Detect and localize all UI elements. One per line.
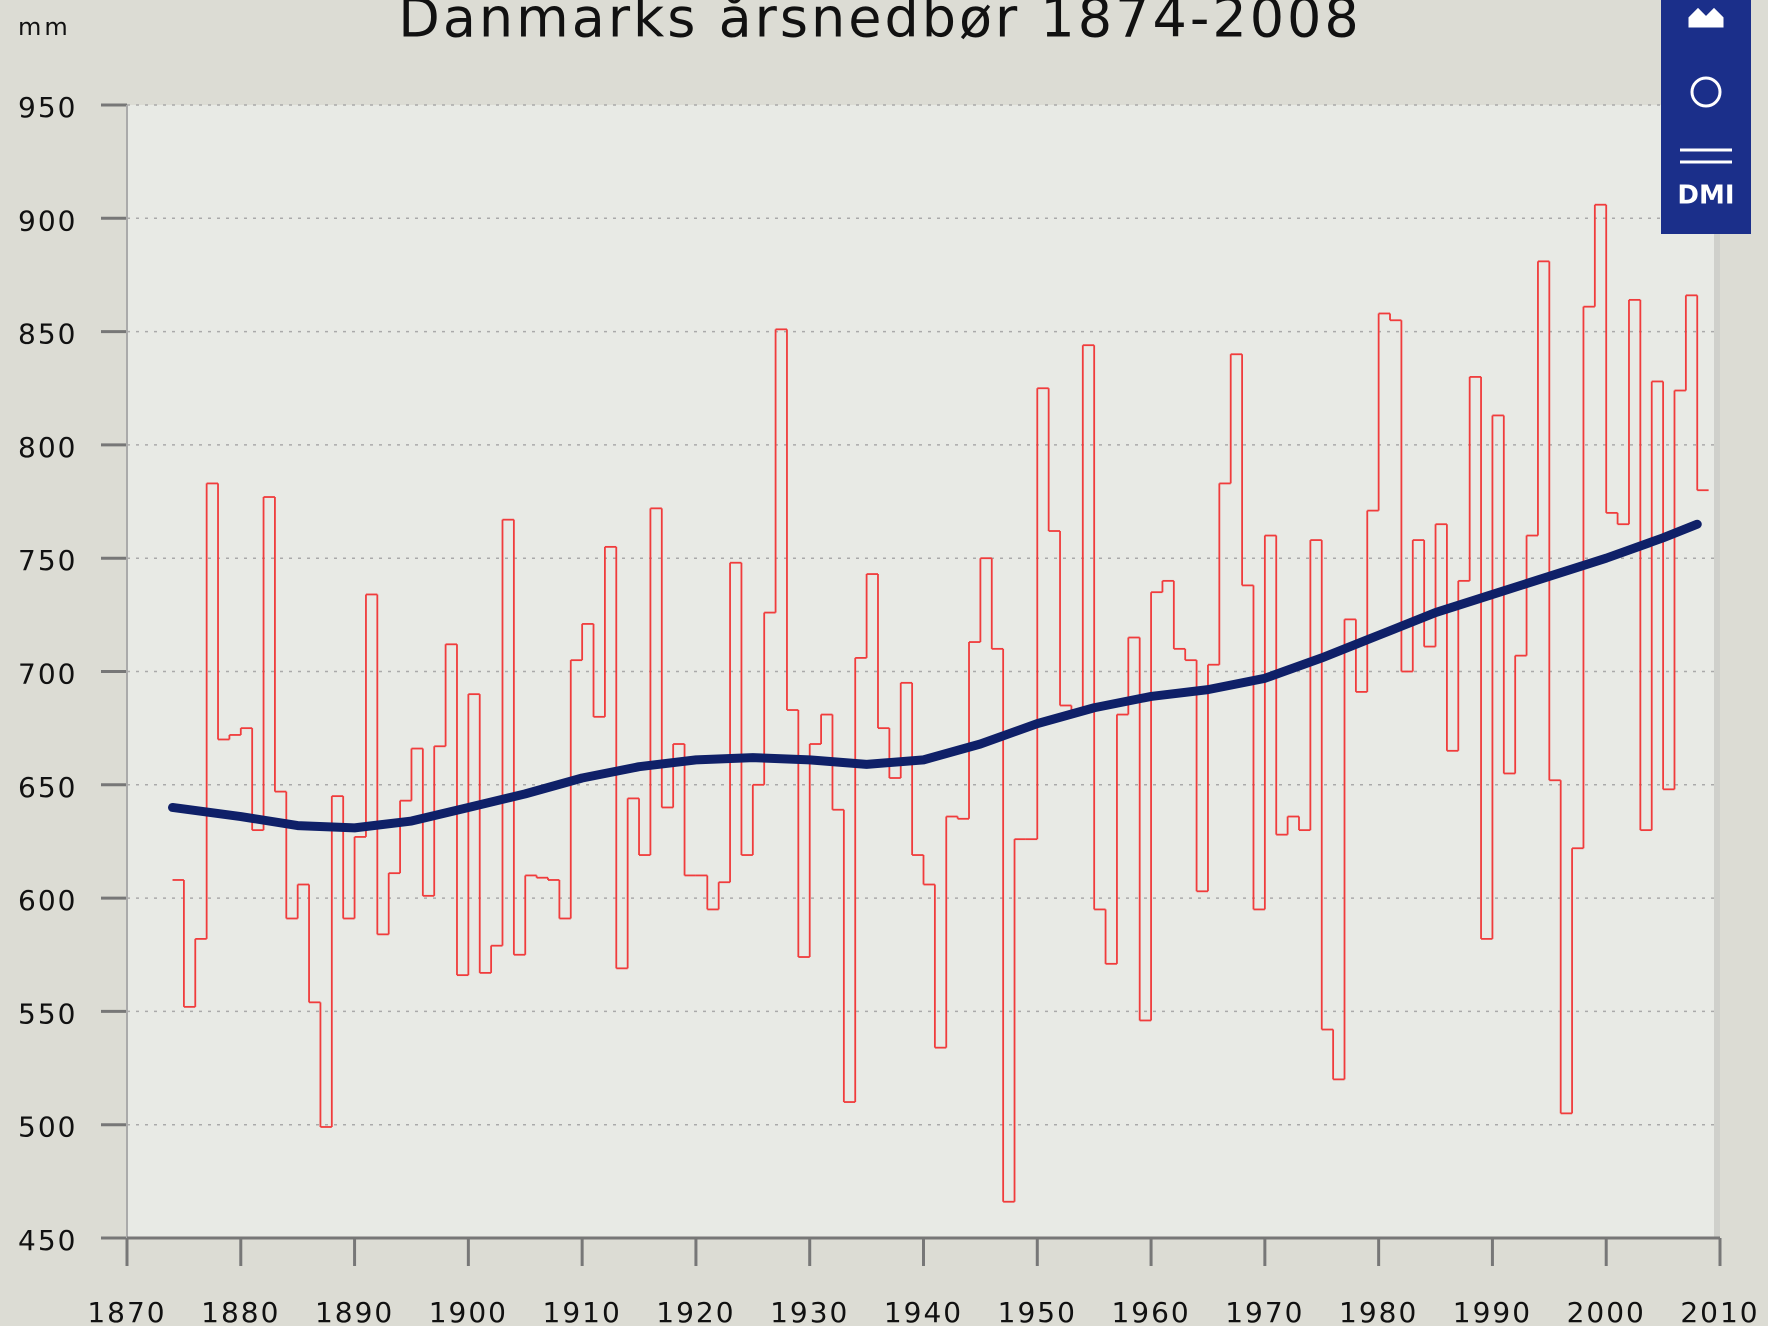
x-tick-label: 1940: [884, 1296, 963, 1326]
x-tick-label: 1880: [201, 1296, 280, 1326]
x-tick-label: 1900: [429, 1296, 508, 1326]
plot-edge: [1714, 105, 1720, 1238]
x-tick-label: 2010: [1680, 1296, 1759, 1326]
x-tick-label: 1910: [543, 1296, 622, 1326]
marks: 450 500 550 600 650 700 750 800 850 900 950 1870 188…: [18, 91, 1759, 1326]
y-tick-label: 500: [18, 1111, 77, 1144]
x-tick-label: 1920: [656, 1296, 735, 1326]
plot-area: [127, 105, 1720, 1238]
x-tick-label: 1990: [1453, 1296, 1532, 1326]
logo-icons: [1680, 7, 1732, 164]
x-tick-label: 1970: [1225, 1296, 1304, 1326]
y-tick-label: 950: [18, 91, 77, 124]
logo-sun: [1690, 76, 1722, 108]
trend-line: [168, 519, 1702, 833]
y-tick-label: 850: [18, 318, 77, 351]
y-tick-label: 600: [18, 884, 77, 917]
y-tick-label: 450: [18, 1224, 77, 1257]
x-tick-label: 1950: [998, 1296, 1077, 1326]
x-tick-label: 2000: [1567, 1296, 1646, 1326]
logo-text: DMI: [1677, 181, 1734, 211]
x-tick-label: 1930: [770, 1296, 849, 1326]
y-tick-label: 700: [18, 658, 77, 691]
x-tick-label: 1980: [1339, 1296, 1418, 1326]
y-tick-label: 550: [18, 997, 77, 1030]
y-tick-label: 750: [18, 544, 77, 577]
chart-title: Danmarks årsnedbør 1874-2008: [398, 0, 1362, 50]
x-tick-label: 1890: [315, 1296, 394, 1326]
y-tick-label: 900: [18, 204, 77, 237]
x-tick-label: 1960: [1111, 1296, 1190, 1326]
y-axis-label: mm: [18, 13, 71, 41]
y-tick-label: 800: [18, 431, 77, 464]
x-tick-label: 1870: [87, 1296, 166, 1326]
logo: [1661, 0, 1751, 234]
y-tick-label: 650: [18, 771, 77, 804]
